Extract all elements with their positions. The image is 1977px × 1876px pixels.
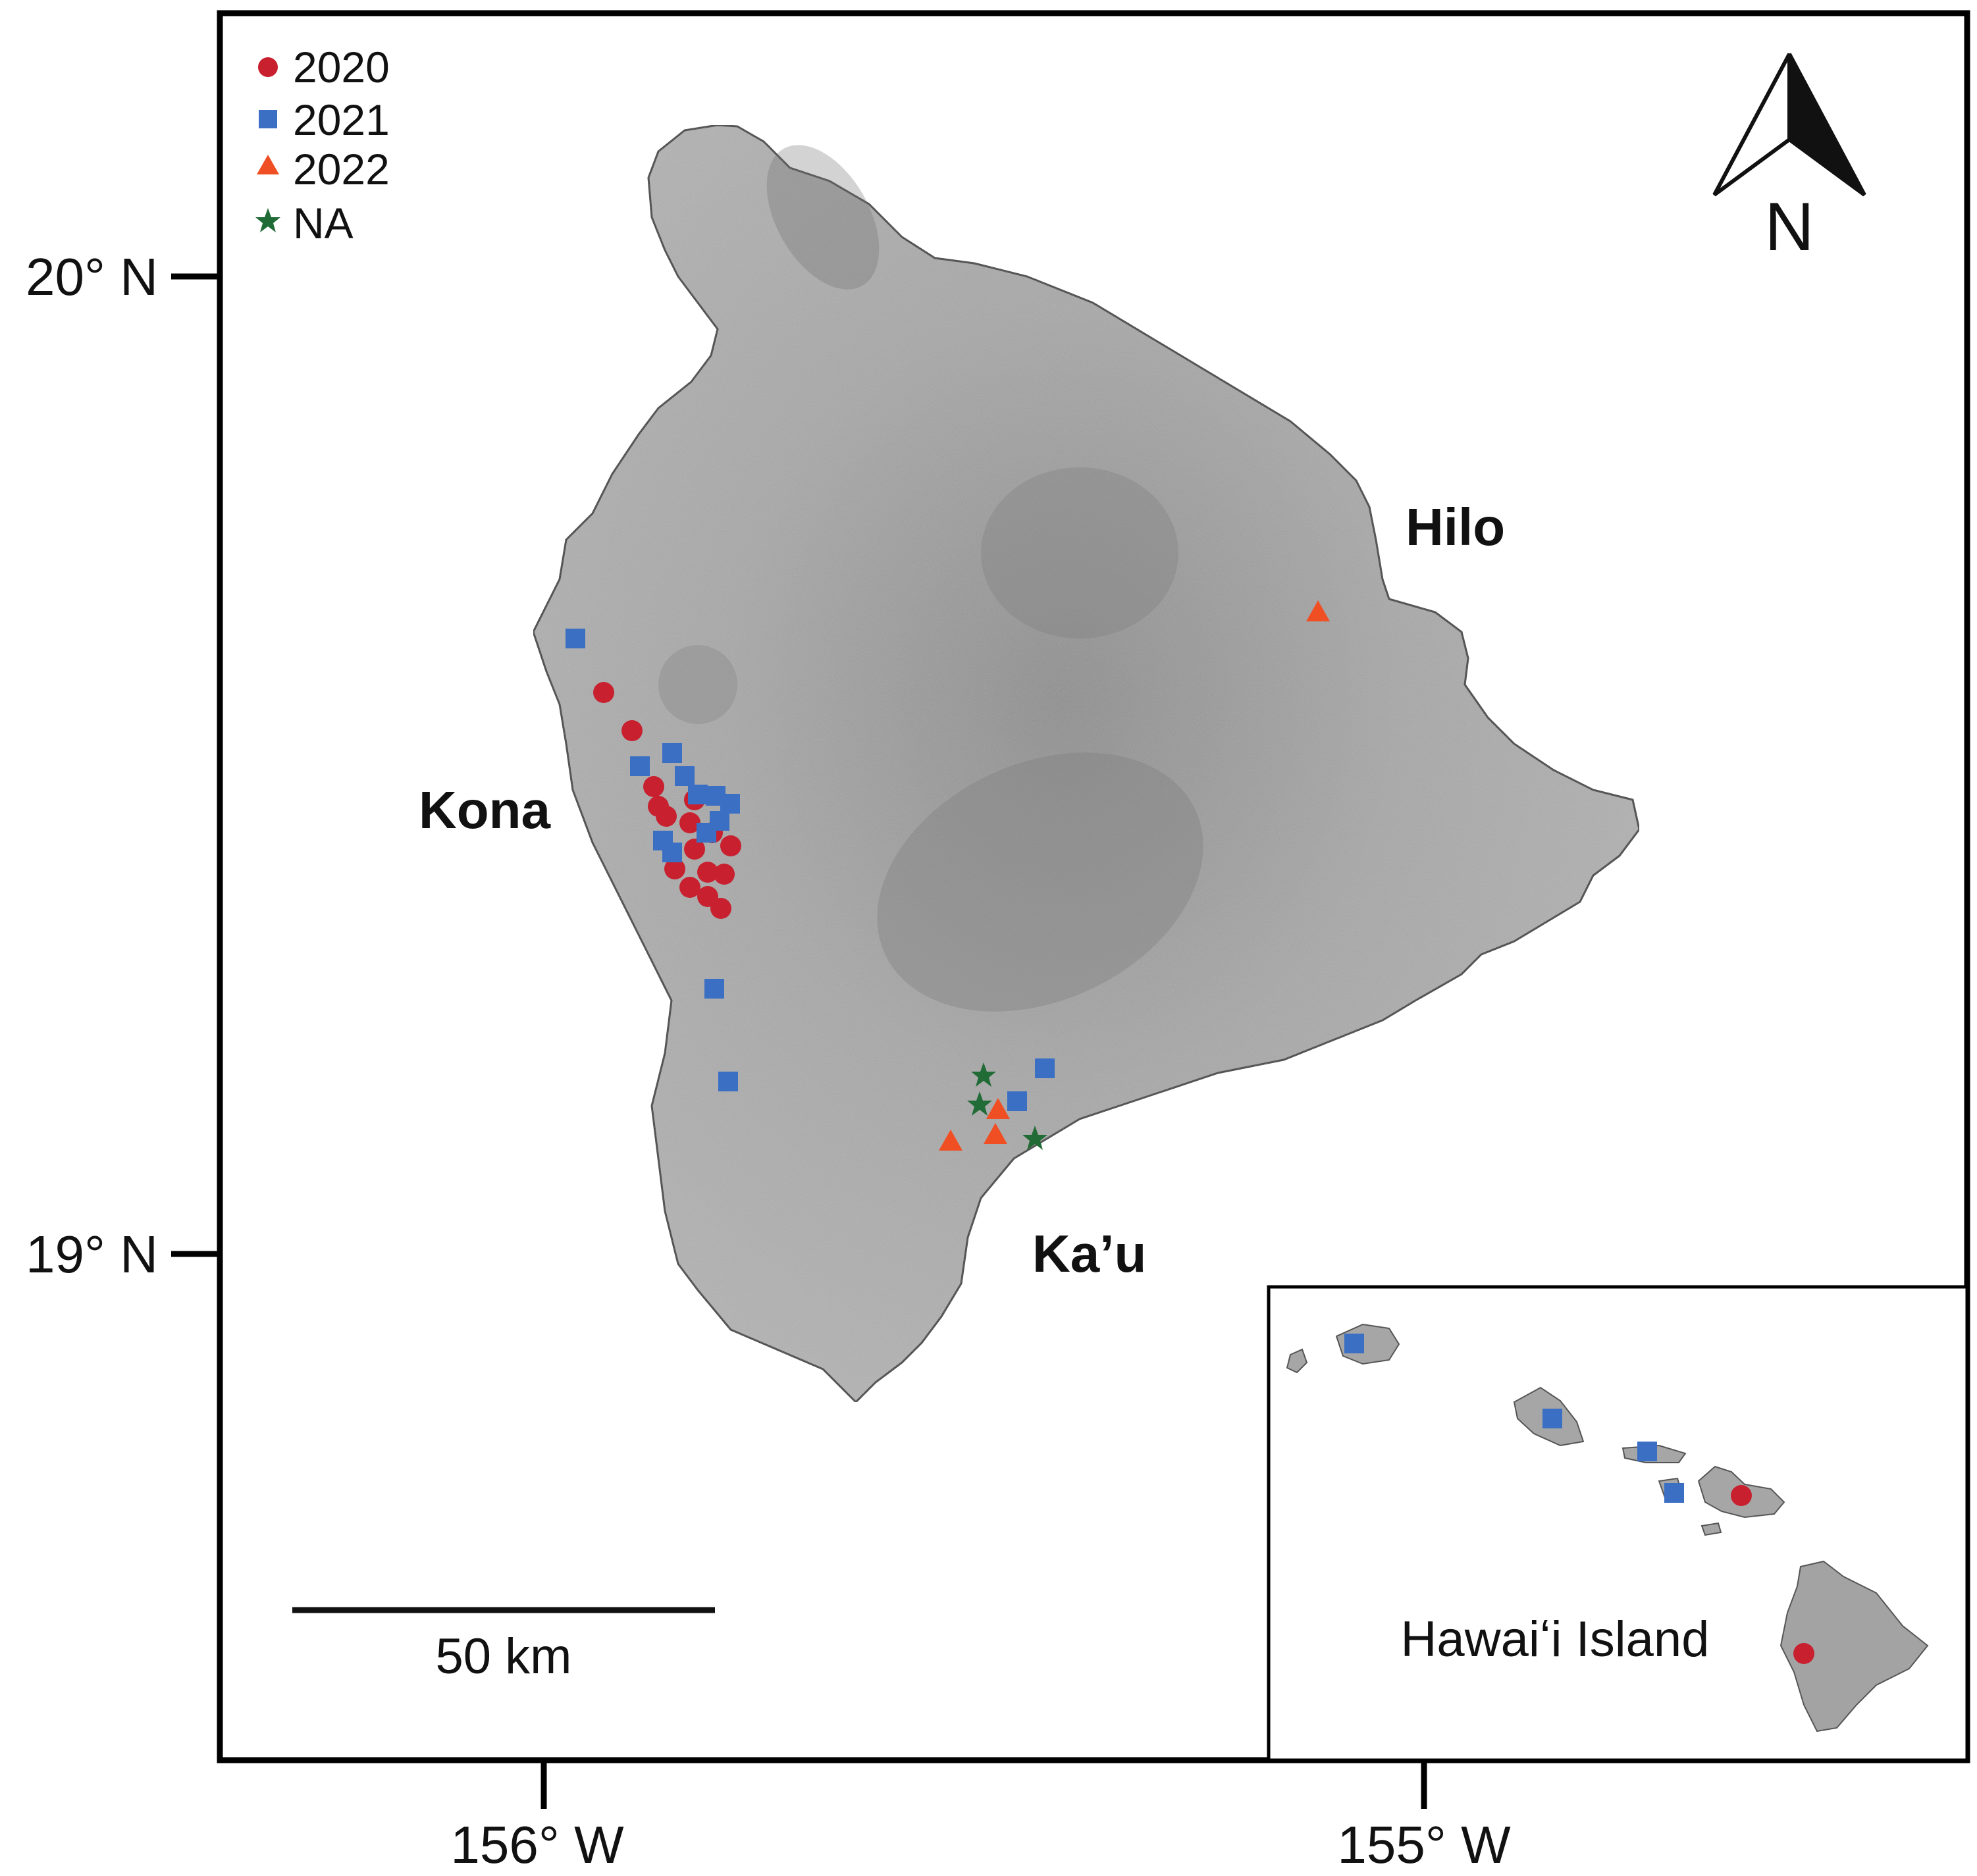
inset-marker-2021 — [1542, 1409, 1562, 1428]
legend-label-2022: 2022 — [293, 145, 390, 194]
marker-2020 — [710, 898, 731, 919]
legend-label-2020: 2020 — [293, 43, 390, 91]
lat-label-19: 19° N — [26, 1225, 158, 1284]
markers-na — [967, 1062, 1047, 1150]
markers-2022 — [939, 600, 1330, 1151]
legend-label-na: NA — [293, 199, 354, 248]
legend: 2020 2021 2022 NA — [255, 43, 390, 248]
inset-kahoolawe — [1700, 1522, 1722, 1536]
scale-bar: 50 km — [292, 1607, 715, 1684]
marker-2020 — [697, 862, 718, 883]
marker-2021 — [1007, 1091, 1027, 1111]
north-arrow-label: N — [1764, 189, 1814, 265]
marker-2020 — [593, 682, 614, 703]
marker-na — [967, 1091, 992, 1116]
marker-2020 — [714, 864, 735, 885]
marker-2021 — [718, 1072, 738, 1091]
marker-2022 — [984, 1123, 1007, 1144]
markers-2021 — [566, 629, 1055, 1111]
inset-marker-2021 — [1344, 1334, 1364, 1353]
marker-2021 — [704, 979, 724, 999]
marker-2020 — [664, 858, 685, 879]
marker-2020 — [643, 776, 664, 797]
legend-marker-2021 — [259, 110, 277, 128]
marker-2021 — [675, 766, 695, 786]
marker-2021 — [662, 843, 682, 862]
marker-2022 — [1306, 600, 1330, 621]
place-kau: Ka’u — [1032, 1224, 1146, 1283]
inset-niihau — [1286, 1348, 1308, 1374]
legend-marker-na — [255, 208, 280, 232]
place-hilo: Hilo — [1406, 498, 1505, 556]
legend-marker-2022 — [257, 155, 279, 174]
marker-2020 — [684, 839, 705, 860]
marker-2021 — [688, 785, 708, 804]
lat-label-20: 20° N — [26, 248, 158, 306]
marker-2020 — [679, 812, 700, 833]
marker-2020 — [720, 835, 741, 856]
marker-2021 — [566, 629, 585, 648]
hawaii-island-land — [532, 124, 1641, 1404]
inset-marker-2021 — [1637, 1442, 1657, 1461]
scale-bar-label: 50 km — [436, 1628, 572, 1684]
north-arrow-right-half — [1787, 53, 1866, 197]
marker-2021 — [697, 823, 716, 843]
longitude-axis — [540, 1760, 1427, 1809]
inset-hawaii-island — [1779, 1560, 1929, 1733]
inset-marker-2020 — [1731, 1485, 1752, 1506]
latitude-axis — [171, 273, 220, 1257]
marker-2022 — [939, 1130, 962, 1151]
marker-2020 — [656, 806, 677, 827]
marker-2021 — [720, 794, 740, 814]
marker-2020 — [621, 720, 643, 741]
inset-frame — [1267, 1285, 1969, 1762]
marker-na — [1022, 1126, 1047, 1150]
inset-marker-2020 — [1793, 1643, 1814, 1664]
marker-na — [971, 1062, 996, 1087]
marker-2021 — [1035, 1058, 1055, 1078]
marker-2020 — [679, 877, 700, 898]
place-kona: Kona — [419, 781, 551, 839]
lon-label-155: 155° W — [1337, 1815, 1511, 1874]
inset-map: Hawaiʻi Island — [1267, 1285, 1969, 1762]
legend-marker-2020 — [258, 57, 278, 77]
lon-label-156: 156° W — [450, 1815, 624, 1874]
inset-label: Hawaiʻi Island — [1401, 1611, 1710, 1667]
legend-label-2021: 2021 — [293, 95, 390, 144]
mauna-loa-relief — [877, 752, 1203, 1012]
inset-marker-2021 — [1664, 1483, 1684, 1503]
hualalai-relief — [658, 645, 737, 724]
kohala-relief — [766, 145, 880, 290]
north-arrow: N — [1712, 53, 1866, 265]
marker-2022 — [986, 1098, 1010, 1119]
marker-2021 — [662, 743, 682, 763]
mauna-kea-relief — [981, 467, 1178, 638]
marker-2021 — [630, 756, 650, 776]
